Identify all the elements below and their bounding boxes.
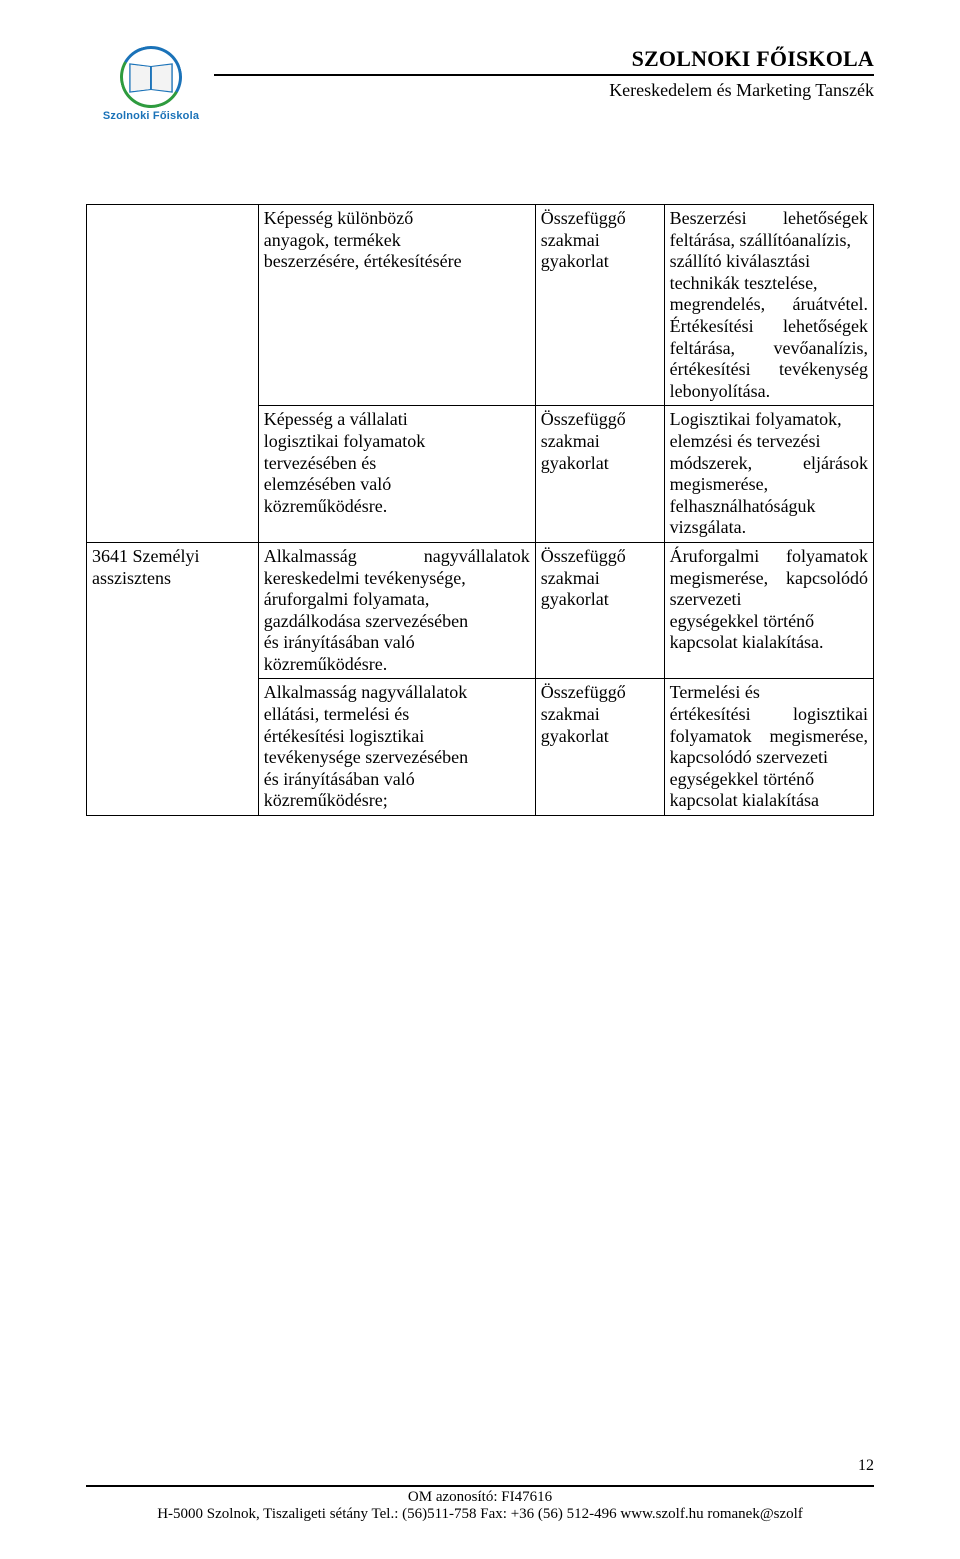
footer-rule [86,1485,874,1487]
cell-competence: Alkalmasság nagyvállalatok kereskedelmi … [258,542,535,679]
logo: Szolnoki Főiskola [86,46,216,122]
cell-competence: Alkalmasság nagyvállalatok ellátási, ter… [258,679,535,816]
cell-competence: Képesség a vállalati logisztikai folyama… [258,406,535,543]
institution-title: SZOLNOKI FŐISKOLA [214,46,874,72]
book-icon [131,66,171,90]
cell-type: Összefüggő szakmai gyakorlat [535,406,664,543]
cell-competence: Képesség különböző anyagok, termékek bes… [258,205,535,406]
logo-mark [120,46,182,108]
cell-category [87,205,259,543]
cell-outcome: Áruforgalmi folyamatok megismerése, kapc… [664,542,873,679]
table-row: 3641 Személyi asszisztens Alkalmasság na… [87,542,874,679]
page-footer: OM azonosító: FI47616 H-5000 Szolnok, Ti… [86,1485,874,1523]
competency-table: Képesség különböző anyagok, termékek bes… [86,204,874,816]
cell-outcome: Logisztikai folyamatok, elemzési és terv… [664,406,873,543]
page-header: Szolnoki Főiskola SZOLNOKI FŐISKOLA Kere… [86,46,874,138]
logo-text: Szolnoki Főiskola [86,110,216,122]
footer-address-line: H-5000 Szolnok, Tiszaligeti sétány Tel.:… [86,1506,874,1523]
cell-type: Összefüggő szakmai gyakorlat [535,679,664,816]
cell-type: Összefüggő szakmai gyakorlat [535,205,664,406]
table-row: Képesség különböző anyagok, termékek bes… [87,205,874,406]
department-name: Kereskedelem és Marketing Tanszék [214,80,874,101]
footer-om-line: OM azonosító: FI47616 [86,1489,874,1506]
header-rule [214,74,874,76]
cell-type: Összefüggő szakmai gyakorlat [535,542,664,679]
page-number: 12 [858,1457,874,1475]
cell-category: 3641 Személyi asszisztens [87,542,259,815]
cell-outcome: Beszerzési lehetőségek feltárása, szállí… [664,205,873,406]
header-text: SZOLNOKI FŐISKOLA Kereskedelem és Market… [214,46,874,101]
cell-outcome: Termelési és értékesítési logisztikai fo… [664,679,873,816]
